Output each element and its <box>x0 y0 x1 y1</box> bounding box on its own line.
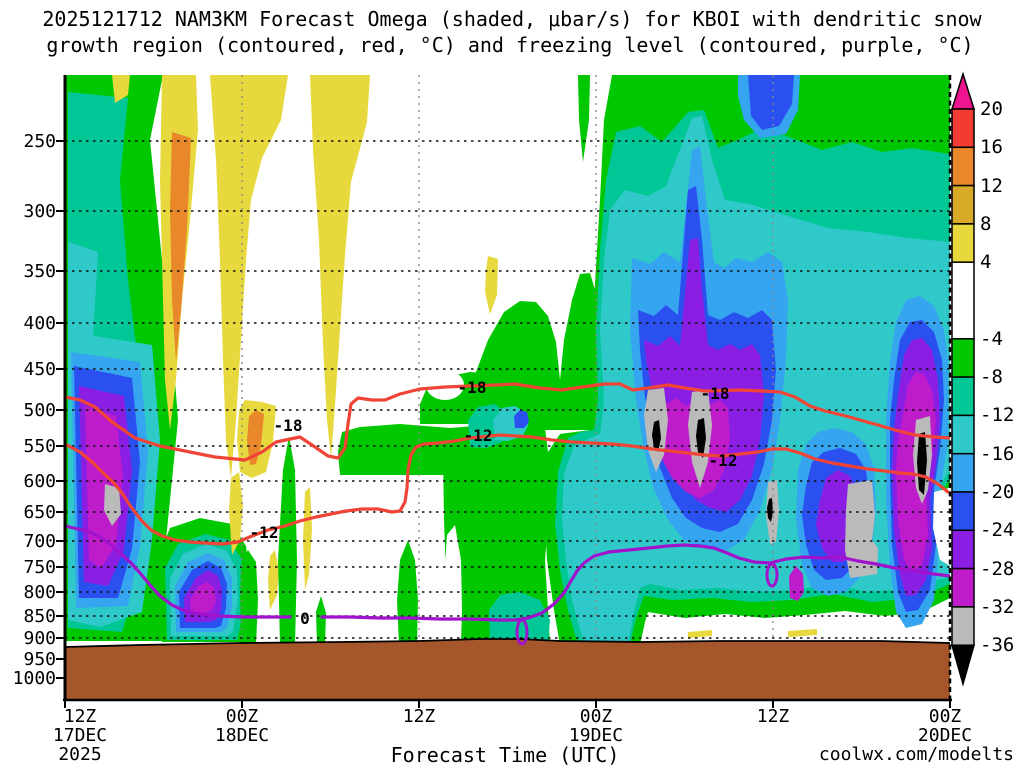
colorbar-tick-label: -28 <box>980 558 1014 580</box>
colorbar-tick-label: 4 <box>980 251 991 273</box>
colorbar-band <box>951 223 975 263</box>
y-tick-label: 750 <box>23 557 56 578</box>
y-tick-label: 800 <box>23 582 56 603</box>
red-dendritic-contours <box>65 382 950 546</box>
colorbar-tick-label: 12 <box>980 175 1003 197</box>
x-tick-label: 00Z <box>929 706 962 727</box>
title-line-1: 2025121712 NAM3KM Forecast Omega (shaded… <box>42 7 982 31</box>
minus12-isotherm <box>65 433 950 546</box>
x-tick-label: 00Z <box>580 706 613 727</box>
colorbar-band <box>951 567 975 608</box>
y-tick-label: 550 <box>23 436 56 457</box>
y-tick-label: 400 <box>23 313 56 334</box>
contour-label-purple: 0 <box>300 609 310 628</box>
middle-weak-ascent <box>338 75 612 645</box>
plot-frame <box>56 75 952 708</box>
colorbar-band <box>951 184 975 225</box>
y-tick-label: 350 <box>23 261 56 282</box>
x-tick-label: 19DEC <box>569 725 623 746</box>
colorbar-band <box>951 606 975 646</box>
colorbar-tick-label: -36 <box>980 634 1014 656</box>
freezing-level-loop-1 <box>515 618 529 646</box>
contour-label-red: -18 <box>701 384 730 403</box>
contour-label-red: -18 <box>458 378 487 397</box>
terrain <box>65 638 950 700</box>
colorbar-band <box>951 491 975 532</box>
contour-label-red: -12 <box>250 523 279 542</box>
x-tick-label: 18DEC <box>215 725 269 746</box>
colorbar-band <box>951 261 975 340</box>
y-tick-label: 500 <box>23 400 56 421</box>
colorbar-band <box>951 146 975 187</box>
colorbar-band <box>951 108 975 149</box>
colorbar-tick-label: -20 <box>980 481 1014 503</box>
colorbar-band <box>951 414 975 455</box>
x-axis: 12Z 17DEC 2025 00Z 18DEC 12Z 00Z 19DEC 1… <box>53 706 972 767</box>
colorbar-tick-label: -16 <box>980 443 1014 465</box>
colorbar-tick-label: 8 <box>980 213 991 235</box>
x-axis-title: Forecast Time (UTC) <box>391 743 620 767</box>
y-tick-marks <box>56 140 65 679</box>
colorbar-tick-label: -32 <box>980 596 1014 618</box>
x-tick-label: 2025 <box>58 744 101 765</box>
colorbar-band <box>951 529 975 570</box>
y-tick-label: 1000 <box>13 668 56 689</box>
colorbar-band <box>951 376 975 417</box>
contour-label-red: -12 <box>709 451 738 470</box>
x-tick-label: 12Z <box>64 706 97 727</box>
y-tick-label: 300 <box>23 201 56 222</box>
x-tick-label: 12Z <box>403 706 436 727</box>
y-tick-label: 700 <box>23 531 56 552</box>
x-tick-label: 20DEC <box>918 725 972 746</box>
contour-labels: -18 -18 -18 -12 -12 -12 0 <box>250 378 738 628</box>
left-ascent-core <box>65 75 178 641</box>
freezing-level-line <box>65 524 950 622</box>
colorbar-tick-label: -24 <box>980 519 1014 541</box>
purple-freezing-contour <box>65 524 950 646</box>
terrain-top-edge <box>65 638 950 648</box>
x-tick-label: 17DEC <box>53 725 107 746</box>
y-tick-label: 450 <box>23 359 56 380</box>
x-tick-label: 12Z <box>757 706 790 727</box>
y-tick-label: 250 <box>23 131 56 152</box>
colorbar-band <box>951 452 975 493</box>
omega-shading <box>65 75 950 700</box>
x-tick-marks <box>64 700 951 708</box>
descent-streamers <box>112 75 498 590</box>
colorbar-bottom-arrow <box>951 644 975 687</box>
y-tick-label: 950 <box>23 649 56 670</box>
colorbar-tick-label: -8 <box>980 366 1003 388</box>
colorbar-tick-label: 16 <box>980 136 1003 158</box>
contour-label-red: -18 <box>274 416 303 435</box>
y-tick-label: 600 <box>23 471 56 492</box>
watermark: coolwx.com/modelts <box>819 744 1014 765</box>
right-ascent-system <box>544 75 950 645</box>
chart-title: 2025121712 NAM3KM Forecast Omega (shaded… <box>42 7 982 57</box>
freezing-level-loop-2 <box>765 562 779 588</box>
colorbar-tick-label: -4 <box>980 328 1003 350</box>
colorbar: 20 16 12 8 4 -4 -8 -12 -16 -20 -24 -28 -… <box>950 71 1014 687</box>
y-tick-label: 650 <box>23 502 56 523</box>
y-axis: 250 300 350 400 450 500 550 600 650 700 … <box>13 131 56 689</box>
title-line-2: growth region (contoured, red, °C) and f… <box>46 33 973 57</box>
y-tick-label: 850 <box>23 606 56 627</box>
colorbar-tick-label: 20 <box>980 98 1003 120</box>
colorbar-top-arrow <box>950 71 976 110</box>
y-tick-label: 900 <box>23 628 56 649</box>
colorbar-tick-label: -12 <box>980 404 1014 426</box>
colorbar-band <box>951 338 975 378</box>
minus18-isotherm <box>65 382 950 462</box>
contour-label-red: -12 <box>464 426 493 445</box>
x-tick-label: 00Z <box>226 706 259 727</box>
